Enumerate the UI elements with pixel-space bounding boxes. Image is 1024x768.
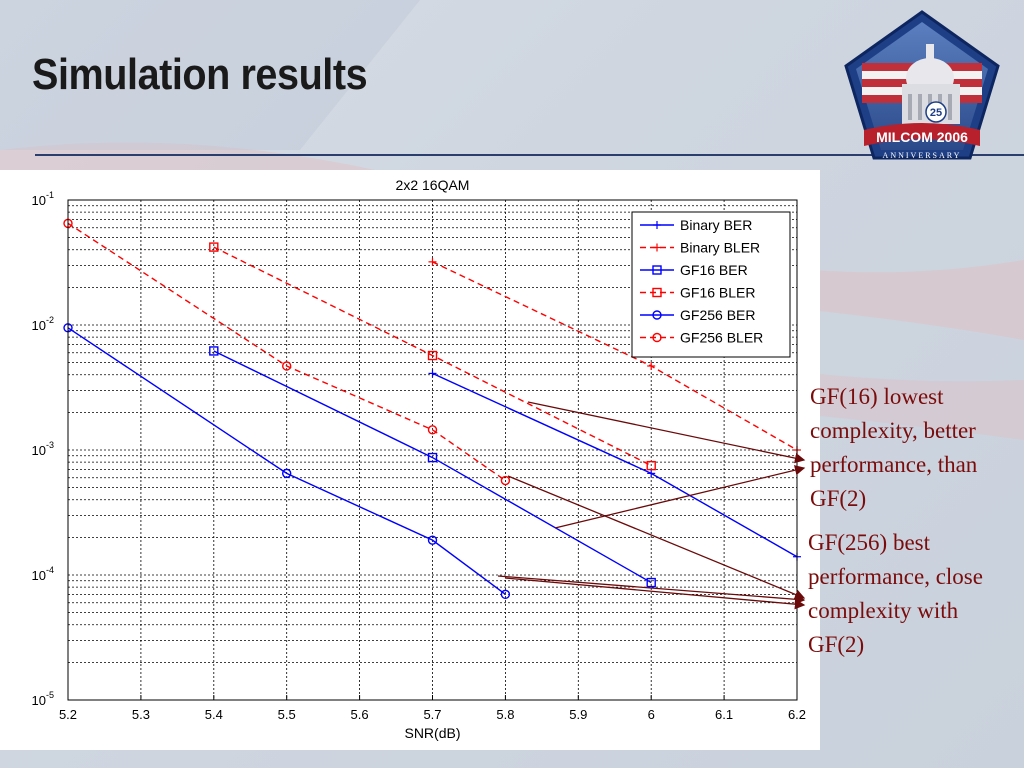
annotation-arrow — [497, 575, 806, 605]
legend-item: Binary BLER — [640, 240, 760, 256]
x-tick-label: 5.6 — [351, 707, 369, 722]
y-tick-label: 10-3 — [32, 440, 54, 458]
x-axis-label: SNR(dB) — [404, 725, 460, 741]
x-tick-label: 5.9 — [569, 707, 587, 722]
marker-circle — [500, 475, 511, 486]
marker-square — [646, 460, 656, 471]
marker-circle — [652, 332, 662, 343]
marker-square — [646, 577, 656, 588]
legend-label: Binary BLER — [680, 240, 760, 256]
series-gf16-ber — [209, 346, 656, 588]
marker-circle — [500, 589, 511, 600]
legend-item: GF256 BER — [640, 307, 755, 323]
marker-square — [427, 452, 438, 463]
chart-legend: Binary BER Binary BLER GF16 BER GF16 BLER GF… — [631, 211, 791, 358]
legend-label: GF16 BER — [680, 262, 748, 278]
logo-subtext: ANNIVERSARY — [883, 151, 962, 160]
legend-label: GF256 BER — [680, 307, 755, 323]
title-divider — [35, 154, 1024, 156]
marker-square — [652, 287, 662, 298]
x-tick-label: 6 — [648, 707, 655, 722]
logo-badge-text: 25 — [930, 107, 942, 119]
series-gf256-bler — [63, 218, 511, 486]
marker-square — [427, 350, 438, 361]
marker-square — [209, 346, 219, 356]
series-line — [67, 327, 506, 595]
marker-square — [652, 265, 662, 275]
annotation-arrow — [527, 401, 806, 464]
marker-circle — [427, 425, 438, 435]
x-tick-label: 5.5 — [278, 707, 296, 722]
chart-series — [63, 218, 801, 600]
marker-square — [209, 242, 219, 252]
annotation-gf16: GF(16) lowest complexity, better perform… — [810, 384, 978, 511]
y-tick-label: 10-5 — [32, 690, 54, 708]
marker-circle — [427, 535, 438, 545]
x-tick-label: 5.2 — [59, 707, 77, 722]
y-tick-label: 10-2 — [32, 315, 54, 333]
y-tick-label: 10-4 — [32, 565, 54, 583]
chart-title: 2x2 16QAM — [396, 177, 470, 193]
x-tick-label: 5.8 — [496, 707, 514, 722]
x-tick-label: 6.2 — [788, 707, 806, 722]
annotation-arrow — [507, 475, 806, 600]
x-tick-labels: 5.2 5.3 5.4 5.5 5.6 5.7 5.8 5.9 6 6.1 6.2 — [59, 695, 806, 722]
series-line — [213, 246, 652, 467]
legend-label: Binary BER — [680, 217, 752, 233]
legend-box — [631, 211, 791, 358]
annotation-gf256: GF(256) best performance, close complexi… — [808, 530, 983, 657]
y-tick-label: 10-1 — [32, 190, 54, 208]
logo-text: MILCOM 2006 — [876, 129, 968, 145]
x-tick-label: 5.3 — [132, 707, 150, 722]
legend-label: GF256 BLER — [680, 330, 763, 346]
series-gf16-bler — [209, 242, 656, 471]
series-binary-bler — [428, 257, 801, 454]
legend-item: GF256 BLER — [640, 330, 763, 346]
chart-container: 5.2 5.3 5.4 5.5 5.6 5.7 5.8 5.9 6 6.1 6.2 10-5 10-4… — [0, 170, 820, 750]
legend-item: GF16 BLER — [640, 285, 755, 301]
y-tick-labels: 10-5 10-4 10-3 10-2 10-1 — [32, 190, 54, 708]
x-tick-label: 5.4 — [205, 707, 223, 722]
annotation-arrows — [497, 401, 806, 610]
x-tick-label: 6.1 — [715, 707, 733, 722]
page-title: Simulation results — [32, 50, 368, 99]
series-line — [67, 222, 506, 482]
marker-circle — [282, 361, 292, 371]
milcom-logo: 25 MILCOM 2006 ANNIVERSARY — [844, 10, 1000, 160]
series-line — [213, 350, 652, 584]
marker-circle — [652, 310, 662, 320]
legend-item: GF16 BER — [640, 262, 748, 278]
marker-circle — [282, 468, 292, 479]
annotation-arrow — [504, 577, 806, 610]
annotation-arrow — [554, 465, 806, 529]
legend-label: GF16 BLER — [680, 285, 755, 301]
ber-chart: 5.2 5.3 5.4 5.5 5.6 5.7 5.8 5.9 6 6.1 6.2 10-5 10-4… — [0, 170, 820, 750]
legend-item: Binary BER — [640, 217, 752, 233]
x-tick-label: 5.7 — [423, 707, 441, 722]
